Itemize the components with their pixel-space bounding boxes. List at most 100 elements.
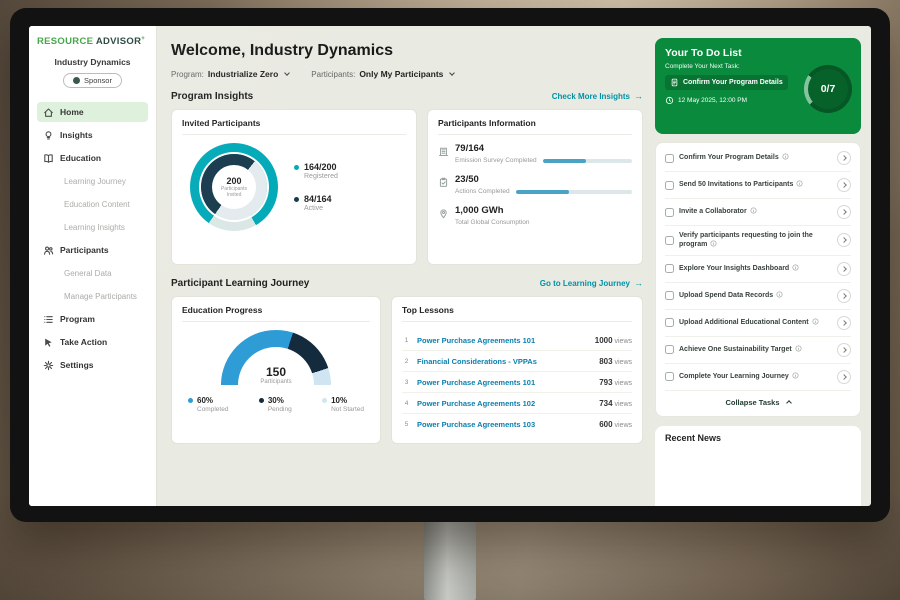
lessons-list: 1 Power Purchase Agreements 101 1000 views…	[402, 330, 632, 435]
todo-task-row[interactable]: Invite a Collaborator	[665, 199, 851, 226]
info-icon[interactable]	[792, 372, 799, 379]
task-open-button[interactable]	[837, 261, 851, 276]
lesson-views: 803 views	[599, 356, 632, 366]
lesson-row: 1 Power Purchase Agreements 101 1000 views	[402, 330, 632, 351]
todo-progress-ring: 0/7	[804, 65, 852, 113]
recent-news-card: Recent News	[655, 425, 861, 506]
task-checkbox[interactable]	[665, 207, 674, 217]
task-checkbox[interactable]	[665, 291, 674, 301]
due-date-label: 12 May 2025, 12:00 PM	[678, 97, 748, 104]
stat-label: Total Global Consumption	[455, 219, 530, 226]
chevron-right-icon	[840, 182, 847, 188]
brand-advisor-text: ADVISOR	[95, 36, 142, 48]
task-checkbox[interactable]	[665, 153, 674, 163]
program-icon	[43, 314, 54, 325]
info-icon[interactable]	[796, 180, 803, 187]
task-checkbox[interactable]	[665, 235, 674, 245]
invited-chart-body: 200 Participants Invited 164/200 Registe	[182, 143, 406, 231]
task-open-button[interactable]	[837, 288, 851, 303]
sidebar-item-label: Learning Insights	[64, 222, 125, 232]
sidebar-item-home[interactable]: Home	[37, 102, 148, 123]
task-open-button[interactable]	[837, 342, 851, 357]
sidebar-item-label: Manage Participants	[64, 291, 137, 301]
task-open-button[interactable]	[837, 178, 851, 192]
lesson-link[interactable]: Power Purchase Agreements 101	[417, 377, 536, 387]
participants-label: Participants:	[311, 69, 356, 79]
sidebar-item-learning-journey[interactable]: Learning Journey	[37, 171, 148, 191]
lesson-rank: 1	[404, 336, 409, 344]
gauge-center-label: Participants	[260, 379, 292, 385]
task-checkbox[interactable]	[665, 264, 674, 274]
lesson-row: 5 Power Purchase Agreements 103 600 views	[402, 414, 632, 435]
todo-task-row[interactable]: Send 50 Invitations to Participants	[665, 172, 851, 199]
lesson-link[interactable]: Power Purchase Agreements 103	[417, 420, 536, 429]
participants-select[interactable]: Participants: Only My Participants	[311, 69, 456, 79]
chevron-down-icon	[284, 70, 291, 76]
app-window: RESOURCE ADVISOR+ Industry Dynamics Spon…	[29, 26, 871, 506]
legend-value: 84/164	[304, 194, 332, 204]
collapse-tasks-button[interactable]: Collapse Tasks	[665, 391, 851, 416]
info-icon[interactable]	[795, 345, 802, 352]
task-open-button[interactable]	[837, 233, 851, 248]
info-icon[interactable]	[782, 153, 789, 160]
sidebar-nav: Home Insights Education Learning Journey Edu…	[37, 102, 148, 378]
sidebar-item-settings[interactable]: Settings	[37, 355, 148, 375]
todo-task-row[interactable]: Verify participants requesting to join t…	[665, 226, 851, 256]
sidebar-item-program[interactable]: Program	[37, 309, 148, 329]
lesson-link[interactable]: Financial Considerations - VPPAs	[417, 356, 537, 366]
task-open-button[interactable]	[837, 315, 851, 330]
legend-dot-navy	[294, 197, 299, 202]
info-icon[interactable]	[750, 207, 757, 214]
todo-task-row[interactable]: Upload Additional Educational Content	[665, 310, 851, 337]
check-more-insights-link[interactable]: Check More Insights →	[551, 91, 643, 102]
sidebar-item-take-action[interactable]: Take Action	[37, 332, 148, 352]
legend-item-active: 84/164 Active	[294, 194, 338, 212]
sidebar-item-label: Insights	[60, 130, 93, 141]
sidebar-item-general-data[interactable]: General Data	[37, 263, 148, 283]
sidebar-item-education[interactable]: Education	[37, 148, 148, 168]
info-icon[interactable]	[776, 291, 783, 298]
todo-task-row[interactable]: Confirm Your Program Details	[665, 145, 851, 172]
info-icon[interactable]	[792, 264, 799, 271]
chevron-up-icon	[785, 400, 792, 407]
program-select[interactable]: Program: Industrialize Zero	[171, 69, 291, 79]
info-icon[interactable]	[812, 318, 819, 325]
chevron-right-icon	[840, 209, 847, 215]
todo-task-row[interactable]: Explore Your Insights Dashboard	[665, 256, 851, 283]
go-to-learning-journey-link[interactable]: Go to Learning Journey →	[540, 279, 643, 289]
legend-dot-dark	[258, 398, 264, 403]
task-checkbox[interactable]	[665, 318, 674, 328]
sidebar-item-manage-participants[interactable]: Manage Participants	[37, 286, 148, 306]
link-label: Check More Insights	[551, 92, 630, 101]
insights-icon	[43, 130, 54, 141]
info-icon[interactable]	[710, 240, 717, 247]
task-open-button[interactable]	[837, 205, 851, 219]
sidebar-item-insights[interactable]: Insights	[37, 125, 148, 145]
todo-task-row[interactable]: Complete Your Learning Journey	[665, 364, 851, 391]
sidebar-item-label: Education Content	[64, 199, 130, 209]
building-icon	[438, 144, 449, 156]
card-title: Invited Participants	[182, 118, 406, 135]
progress-bar	[515, 189, 632, 194]
task-open-button[interactable]	[837, 151, 851, 165]
legend-value: 30%	[267, 396, 284, 405]
sidebar-item-learning-insights[interactable]: Learning Insights	[37, 217, 148, 237]
arrow-right-icon: →	[634, 91, 643, 101]
task-checkbox[interactable]	[665, 180, 674, 190]
lesson-views: 600 views	[599, 420, 632, 429]
task-open-button[interactable]	[837, 369, 851, 384]
sidebar-item-education-content[interactable]: Education Content	[37, 194, 148, 214]
sidebar-item-participants[interactable]: Participants	[37, 240, 148, 260]
task-checkbox[interactable]	[665, 372, 674, 382]
todo-task-row[interactable]: Achieve One Sustainability Target	[665, 337, 851, 364]
legend-dot-blue	[188, 398, 193, 403]
lesson-link[interactable]: Power Purchase Agreements 102	[417, 398, 536, 408]
task-checkbox[interactable]	[665, 345, 674, 355]
chevron-right-icon	[840, 266, 847, 272]
gauge-center-value: 150	[265, 365, 287, 379]
todo-task-row[interactable]: Upload Spend Data Records	[665, 283, 851, 310]
next-task-button[interactable]: Confirm Your Program Details	[665, 75, 788, 90]
lesson-link[interactable]: Power Purchase Agreements 101	[417, 335, 536, 345]
lesson-row: 3 Power Purchase Agreements 101 793 views	[402, 372, 632, 393]
card-title: Education Progress	[182, 305, 370, 322]
